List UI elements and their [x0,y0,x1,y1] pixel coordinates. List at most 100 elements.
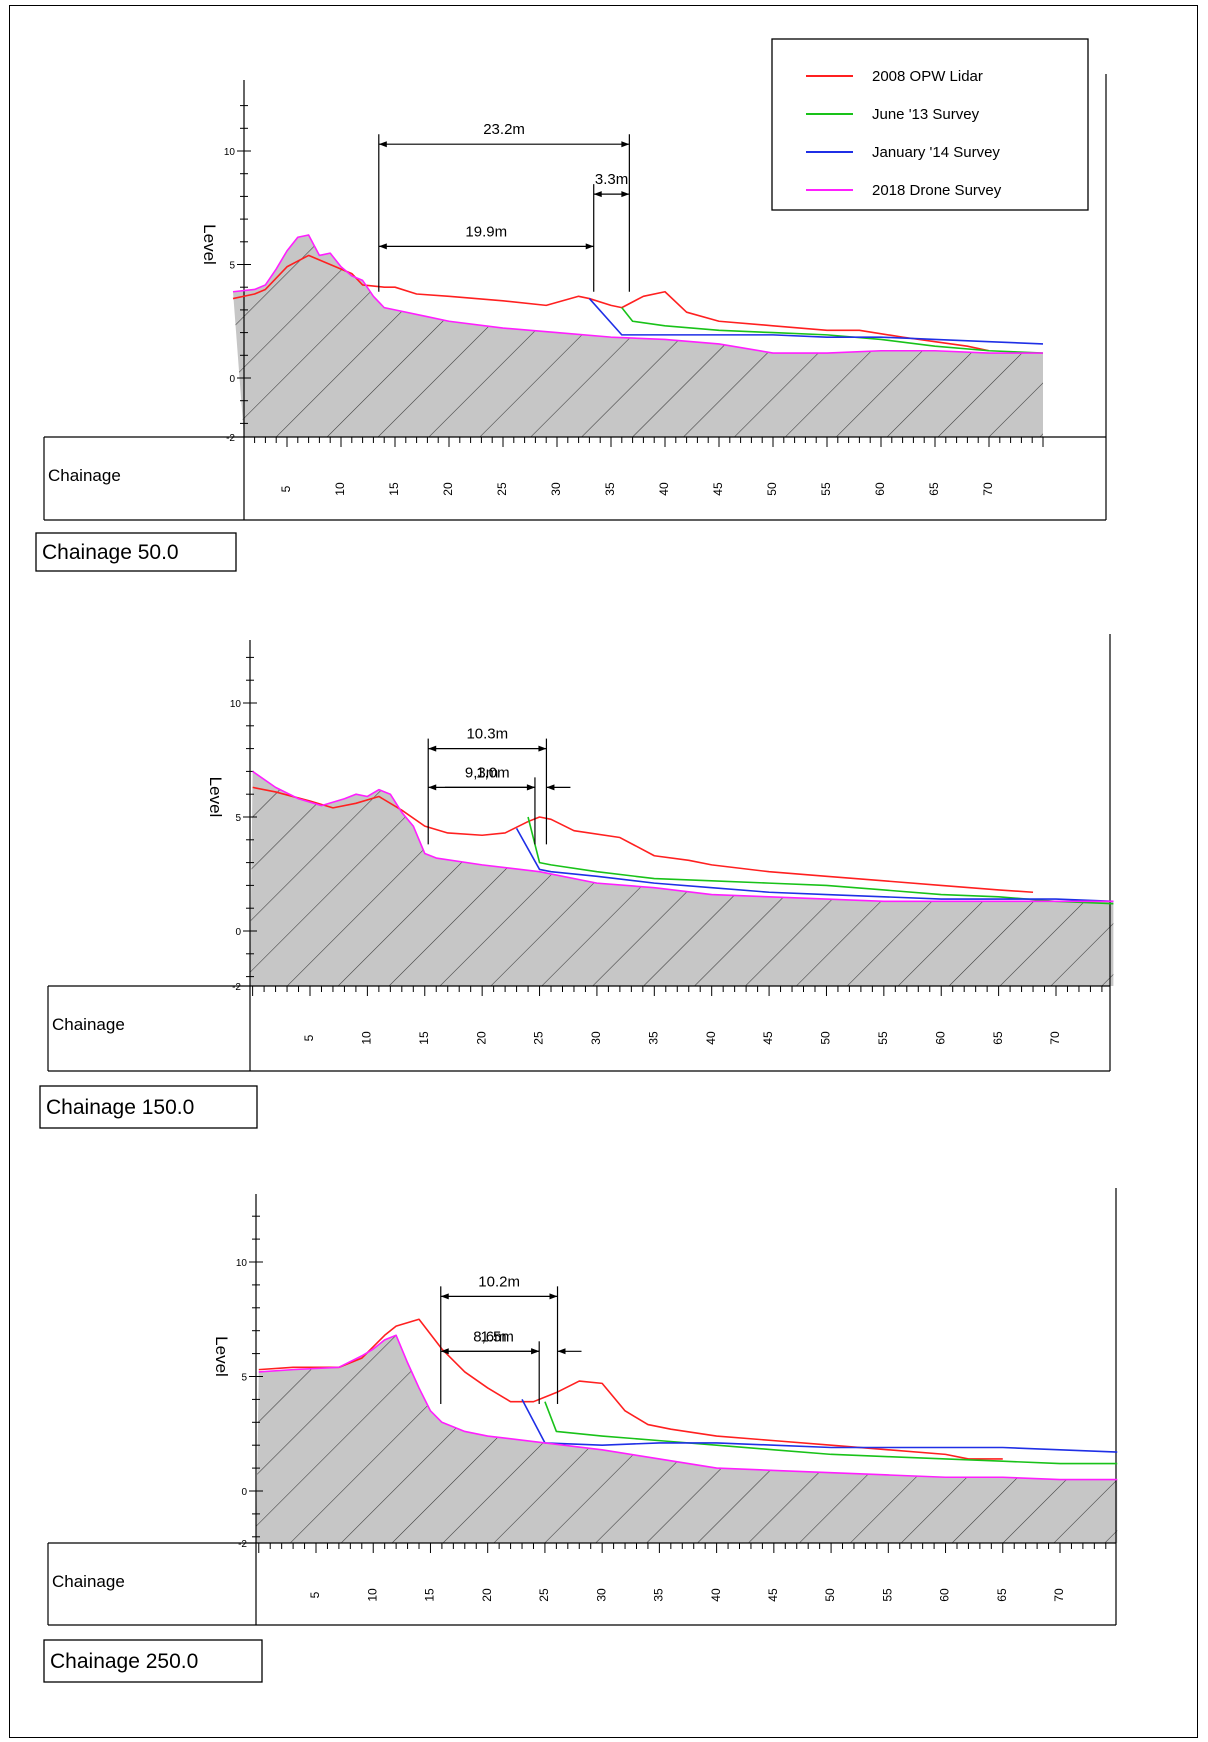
ground-hatch [233,234,1043,437]
x-tick-label: 25 [532,1031,546,1045]
series-line-1 [252,786,1034,894]
series-line-2 [621,307,1044,354]
dimension-arrow [549,1293,558,1300]
x-tick-label: 70 [1052,1588,1066,1602]
x-tick-label: 10 [360,1031,374,1045]
panel-title-box [43,1639,263,1683]
x-tick-label: 25 [537,1588,551,1602]
panel-title: Chainage 50.0 [42,541,179,564]
x-tick-label: 35 [603,482,617,496]
x-tick-label: 15 [387,482,401,496]
x-tick-label: 65 [995,1588,1009,1602]
dimension-arrow [526,784,535,791]
dimension-label: 3.3m [595,171,628,188]
panel-title-box [39,1085,258,1129]
dimension-label: 1.5m [481,1328,514,1345]
y-tick-label: 5 [241,1373,247,1384]
y-tick-label: 0 [229,374,235,385]
x-tick-label: 30 [549,482,563,496]
series-line-1 [258,1318,1003,1460]
x-tick-label: 45 [766,1588,780,1602]
x-tick-label: 60 [933,1031,947,1045]
dimension-arrow [585,243,594,250]
x-tick-label: 50 [823,1588,837,1602]
x-axis-label: Chainage [48,466,121,485]
x-tick-label: 25 [495,482,509,496]
y-tick-label: 5 [229,261,235,272]
legend: 2008 OPW Lidar June '13 Survey January '14… [771,38,1089,211]
legend-label-4: 2018 Drone Survey [872,182,1002,199]
x-tick-label: 70 [981,482,995,496]
x-tick-label: 45 [711,482,725,496]
x-tick-label: 5 [279,485,293,492]
dimension-label: 23.2m [483,121,525,138]
series-line-4 [232,234,1043,354]
series-line-2 [527,816,1114,905]
x-tick-label: 10 [365,1588,379,1602]
x-tick-label: 15 [423,1588,437,1602]
x-tick-label: 55 [880,1588,894,1602]
x-tick-label: 40 [704,1031,718,1045]
dimension-label: 10.2m [478,1273,520,1290]
y-tick-label: 10 [230,699,242,710]
x-tick-label: 70 [1048,1031,1062,1045]
x-tick-label: 20 [480,1588,494,1602]
y-tick-label: 0 [235,927,241,938]
legend-box [771,38,1089,211]
series-line-3 [515,828,1114,903]
x-axis-label: Chainage [52,1015,125,1034]
x-tick-label: 35 [646,1031,660,1045]
panel-title: Chainage 250.0 [50,1650,198,1673]
x-tick-label: 50 [819,1031,833,1045]
dimension-arrow [440,1293,449,1300]
ground-hatch [250,771,1114,986]
dimension-label: 19.9m [465,223,507,240]
panel-title-box [35,532,237,572]
y-axis-label: Level [206,777,225,818]
y-axis-label: Level [212,1336,231,1377]
x-tick-label: 60 [873,482,887,496]
series-line-3 [588,298,1044,345]
x-tick-label: 40 [657,482,671,496]
ground-hatch [256,1335,1118,1543]
x-axis-label: Chainage [52,1572,125,1591]
dimension-arrow [593,191,602,198]
y-tick-label: -2 [226,433,235,444]
series-line-2 [544,1401,1118,1465]
series-line-3 [521,1399,1118,1453]
y-tick-label: -2 [232,982,241,993]
x-tick-label: 10 [333,482,347,496]
x-tick-label: 20 [474,1031,488,1045]
dimension-label: 8,6m [473,1328,506,1345]
x-tick-label: 20 [441,482,455,496]
x-tick-label: 5 [302,1034,316,1041]
legend-label-2: June '13 Survey [872,106,980,123]
x-tick-label: 30 [594,1588,608,1602]
dimension-label: 9,3m [465,764,498,781]
dimension-label: 10.3m [466,726,508,743]
dimension-label: 1,0m [476,764,509,781]
x-tick-label: 65 [927,482,941,496]
dimension-arrow [621,141,630,148]
series-line-4 [252,770,1114,903]
dimension-arrow [531,1348,540,1355]
y-axis-label: Level [200,224,219,265]
dimension-arrow [378,141,387,148]
dimension-arrow [428,745,437,752]
dimension-arrow [538,745,547,752]
x-tick-label: 30 [589,1031,603,1045]
series-line-1 [232,254,990,352]
x-tick-label: 45 [761,1031,775,1045]
dimension-arrow [621,191,630,198]
x-tick-label: 55 [876,1031,890,1045]
dimension-arrow [428,784,437,791]
y-tick-label: -2 [238,1539,247,1550]
x-tick-label: 60 [938,1588,952,1602]
legend-label-3: January '14 Survey [872,144,1000,161]
dimension-arrow [378,243,387,250]
dimension-arrow [557,1348,566,1355]
